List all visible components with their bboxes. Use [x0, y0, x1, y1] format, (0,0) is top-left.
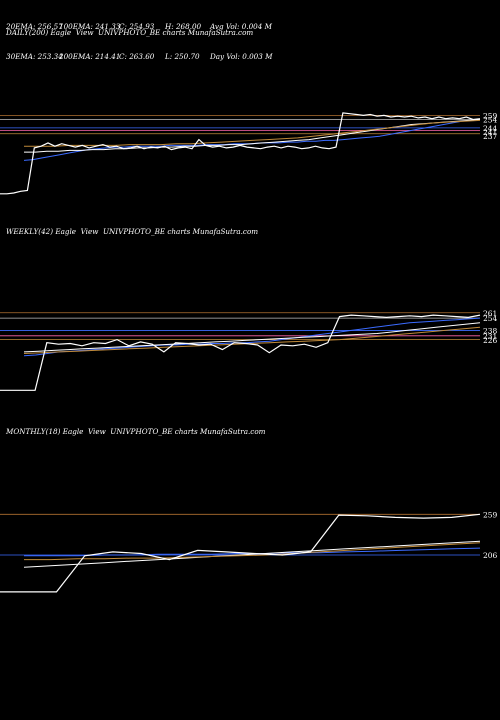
tick-label-3: 231 [483, 332, 497, 341]
price-line [0, 112, 481, 195]
low-value: L: 250.70 [165, 52, 200, 61]
ema-line-0 [23, 317, 481, 357]
tick-label-4: 237 [483, 132, 498, 141]
close-value-2: C: 263.60 [119, 52, 155, 61]
ema-line-2 [24, 542, 481, 561]
weekly-panel-title: WEEKLY(42) Eagle View UNIVPHOTO_BE chart… [6, 227, 259, 236]
ema30-value: 30EMA: 253.34 [6, 52, 63, 61]
ema-line-2 [23, 326, 481, 354]
tick-label-0: 259 [483, 111, 498, 120]
stats-header: 20EMA: 256.57 100EMA: 241.33 C: 254.93 H… [6, 2, 290, 72]
ema20-value: 20EMA: 256.57 [6, 22, 63, 31]
monthly-panel-title: MONTHLY(18) Eagle View UNIVPHOTO_BE char… [6, 427, 266, 436]
price-line [0, 513, 481, 593]
ema-line-1 [23, 322, 481, 353]
stats-row-1: 20EMA: 256.57 100EMA: 241.33 C: 254.93 H… [6, 22, 290, 32]
day-vol-value: Day Vol: 0.003 M [210, 52, 273, 61]
tick-label-1: 254 [483, 314, 498, 323]
high-value: H: 268.00 [165, 22, 202, 31]
ema100-value: 100EMA: 241.33 [59, 22, 121, 31]
tick-label-2: 244 [483, 124, 498, 133]
daily-panel-title: DAILY(200) Eagle View UNIVPHOTO_BE chart… [6, 28, 254, 37]
ema-line-1 [23, 540, 481, 568]
tick-label-3: 241 [483, 128, 497, 137]
stats-row-2: 30EMA: 253.34 200EMA: 214.41 C: 263.60 L… [6, 52, 290, 62]
avg-vol-value: Avg Vol: 0.004 M [210, 22, 272, 31]
tick-label-0: 259 [483, 510, 498, 519]
ema-line-1 [24, 119, 481, 153]
tick-label-1: 206 [483, 551, 498, 560]
tick-label-0: 261 [483, 309, 497, 318]
ema200-value: 200EMA: 214.41 [59, 52, 121, 61]
close-value-1: C: 254.93 [119, 22, 155, 31]
price-line [0, 314, 481, 391]
tick-label-1: 254 [483, 116, 498, 125]
tick-label-2: 238 [483, 326, 498, 335]
monthly-chart: 259 206 [0, 510, 498, 593]
tick-label-4: 226 [483, 336, 498, 345]
